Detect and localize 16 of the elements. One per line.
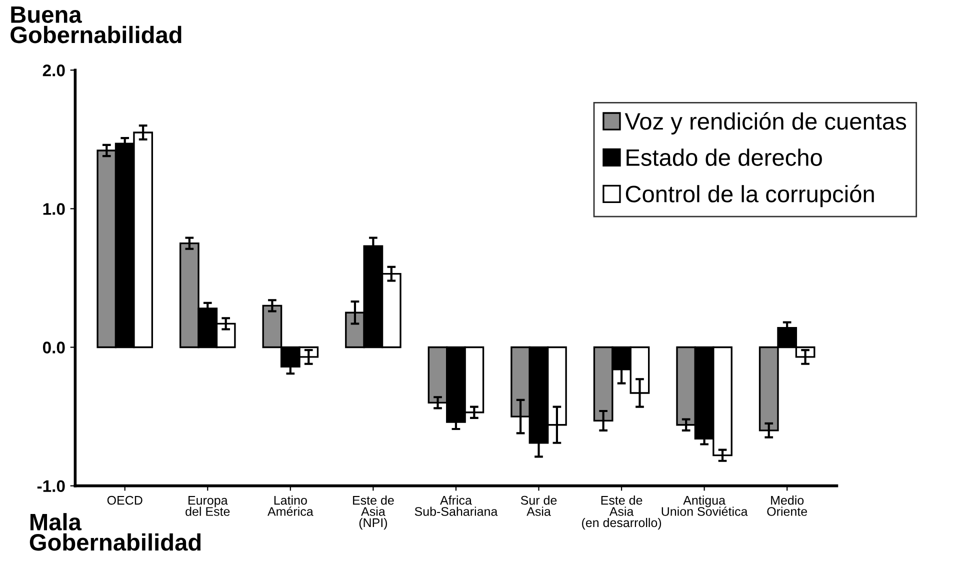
- x-tick-label: Antigua Union Soviética: [662, 496, 748, 516]
- legend-label: Voz y rendición de cuentas: [624, 112, 906, 134]
- y-tick-label: 1.0: [43, 203, 65, 215]
- x-tick-label: OECD: [107, 496, 142, 505]
- x-tick-label: Este de Asia (NPI): [353, 496, 394, 530]
- x-tick-label: Africa Sub-Sahariana: [414, 496, 498, 516]
- x-tick-label: Medio Oriente: [767, 496, 808, 516]
- legend-label: Control de la corrupción: [626, 184, 874, 208]
- x-tick-label: Sur de Asia: [520, 496, 557, 516]
- x-tick-label: Latino América: [268, 496, 314, 516]
- y-tick-label: -1.0: [37, 480, 65, 492]
- legend-label: Estado de derecho: [626, 148, 822, 166]
- y-tick-label: 2.0: [42, 64, 65, 76]
- y-tick-label: 0.0: [42, 342, 65, 354]
- text: Buena Gobernabilidad: [10, 6, 182, 44]
- x-tick-label: Este de Asia (en desarrollo): [582, 496, 662, 530]
